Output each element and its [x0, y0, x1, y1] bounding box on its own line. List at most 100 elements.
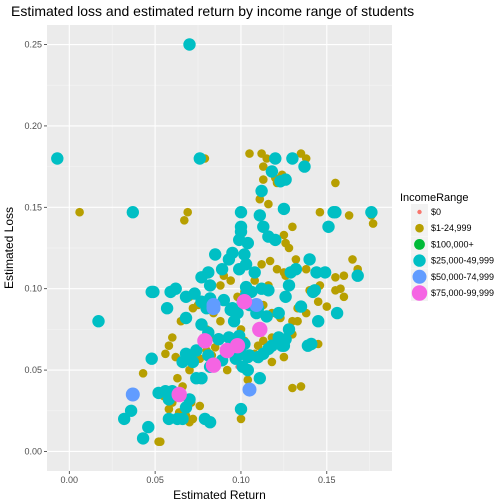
- legend-label: $1-24,999: [431, 223, 472, 233]
- data-point: [351, 269, 364, 282]
- x-axis-title: Estimated Return: [173, 488, 266, 502]
- data-point: [227, 315, 241, 328]
- data-point: [253, 209, 266, 222]
- data-point: [279, 352, 289, 362]
- data-point: [303, 253, 316, 266]
- y-tick-label: 0.00: [24, 446, 42, 456]
- data-point: [229, 338, 246, 354]
- data-point: [279, 230, 289, 240]
- data-point: [195, 271, 208, 284]
- y-tick-label: 0.15: [24, 202, 42, 212]
- data-point: [92, 315, 105, 328]
- data-point: [190, 344, 203, 357]
- data-point: [164, 341, 174, 351]
- data-point: [243, 375, 253, 385]
- data-point: [51, 152, 64, 165]
- minor-gridlines: [47, 25, 392, 471]
- data-point: [336, 284, 345, 294]
- data-point: [171, 386, 187, 403]
- chart-title: Estimated loss and estimated return by i…: [11, 3, 414, 19]
- data-point: [322, 220, 335, 233]
- data-point: [75, 207, 84, 217]
- data-point: [179, 290, 193, 303]
- data-point: [284, 243, 294, 253]
- data-point: [197, 333, 213, 349]
- data-point: [365, 206, 378, 219]
- data-point: [217, 293, 230, 307]
- legend-label: $25,000-49,999: [431, 256, 494, 266]
- y-tick-label: 0.10: [24, 284, 42, 294]
- data-point: [239, 258, 253, 271]
- legend-swatch: [414, 239, 425, 250]
- data-point: [152, 386, 165, 400]
- legend-swatch: [415, 223, 424, 233]
- data-point: [253, 341, 263, 351]
- data-point: [168, 333, 177, 342]
- legend-label: $0: [431, 207, 441, 217]
- data-point: [245, 149, 254, 158]
- data-point: [195, 401, 205, 411]
- data-point: [226, 276, 235, 285]
- data-point: [298, 160, 311, 173]
- data-point: [279, 290, 292, 303]
- data-point: [156, 437, 165, 447]
- data-point: [216, 281, 225, 290]
- data-point: [188, 303, 198, 313]
- data-point: [226, 246, 239, 260]
- data-point: [294, 300, 308, 313]
- data-point: [160, 302, 174, 315]
- data-point: [253, 372, 266, 385]
- data-point: [331, 273, 340, 282]
- legend-label: $75,000-99,999: [431, 288, 494, 298]
- y-tick-label: 0.20: [24, 121, 42, 131]
- data-point: [171, 412, 184, 426]
- data-point: [339, 271, 349, 281]
- data-point: [279, 173, 292, 186]
- data-point: [272, 306, 285, 320]
- data-point: [186, 355, 200, 369]
- legend-swatch: [412, 269, 427, 284]
- data-point: [203, 279, 217, 292]
- data-point: [216, 316, 225, 326]
- data-point: [183, 38, 196, 51]
- data-point: [126, 206, 139, 219]
- data-point: [277, 202, 291, 216]
- data-point: [239, 280, 253, 294]
- data-point: [193, 152, 206, 165]
- data-point: [250, 276, 259, 285]
- data-point: [313, 297, 323, 307]
- legend-label: $50,000-74,999: [431, 272, 494, 282]
- data-point: [310, 266, 323, 279]
- data-point: [264, 199, 273, 209]
- data-point: [248, 266, 261, 279]
- data-point: [368, 219, 378, 228]
- data-point: [234, 206, 248, 219]
- legend-title: IncomeRange: [400, 192, 469, 204]
- data-point: [259, 175, 268, 184]
- data-point: [195, 295, 208, 308]
- data-point: [180, 216, 189, 225]
- data-point: [262, 154, 272, 163]
- y-tick-label: 0.05: [24, 365, 42, 375]
- data-points: [51, 38, 378, 447]
- data-point: [241, 363, 254, 377]
- legend-label: $100,000+: [431, 239, 474, 249]
- data-point: [179, 311, 193, 325]
- x-tick-label: 0.10: [232, 475, 250, 485]
- data-point: [195, 372, 208, 385]
- data-point: [136, 432, 150, 445]
- data-point: [269, 152, 282, 165]
- data-point: [226, 302, 239, 315]
- data-point: [206, 298, 221, 312]
- data-point: [265, 165, 279, 178]
- data-point: [288, 222, 297, 232]
- data-point: [236, 294, 253, 310]
- data-point: [195, 318, 208, 331]
- data-point: [331, 178, 340, 188]
- data-point: [205, 357, 222, 373]
- data-point: [315, 207, 325, 217]
- x-tick-label: 0.00: [61, 475, 79, 485]
- x-axis-ticks: 0.00 0.05 0.10 0.15: [61, 471, 336, 485]
- data-point: [282, 279, 296, 292]
